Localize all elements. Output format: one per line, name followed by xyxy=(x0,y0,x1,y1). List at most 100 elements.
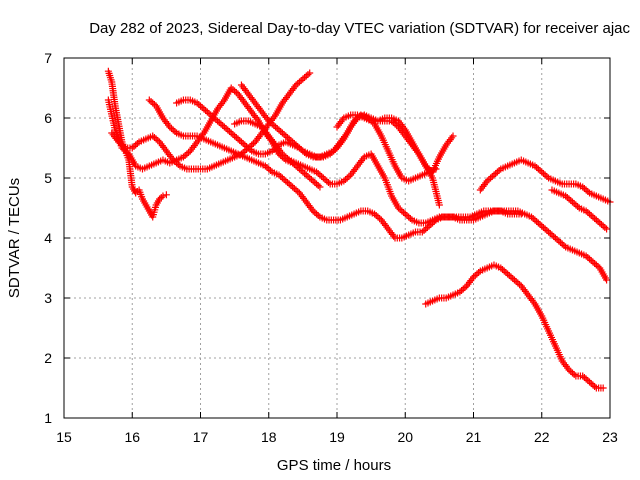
data-point xyxy=(203,108,211,116)
data-point xyxy=(318,173,326,180)
data-point xyxy=(550,233,558,240)
data-point xyxy=(591,260,599,267)
data-point xyxy=(287,182,295,189)
data-point xyxy=(555,237,563,245)
data-point xyxy=(166,123,174,131)
data-point xyxy=(528,213,536,221)
data-point xyxy=(263,164,271,171)
data-point xyxy=(539,224,547,231)
x-tick-label: 16 xyxy=(124,429,140,445)
data-point xyxy=(536,167,544,174)
data-point xyxy=(185,149,193,156)
data-point xyxy=(309,207,317,215)
data-point xyxy=(147,98,155,105)
data-point xyxy=(292,141,300,149)
data-point xyxy=(562,192,570,200)
data-point xyxy=(229,86,237,93)
series-arc-11 xyxy=(548,186,611,233)
data-point xyxy=(297,77,305,84)
data-point xyxy=(171,158,179,165)
data-point xyxy=(120,143,128,150)
data-point xyxy=(420,227,428,234)
data-point xyxy=(587,380,595,387)
data-point xyxy=(589,381,597,389)
data-point xyxy=(171,128,179,135)
data-point xyxy=(265,117,273,125)
data-point xyxy=(239,140,247,147)
data-point xyxy=(272,123,280,131)
data-point xyxy=(214,117,222,125)
data-point xyxy=(285,135,293,143)
data-point xyxy=(268,147,276,155)
data-point xyxy=(212,116,220,123)
plot-area xyxy=(104,67,614,392)
data-point xyxy=(299,168,307,176)
data-point xyxy=(205,110,213,117)
data-point xyxy=(500,267,508,275)
data-point xyxy=(323,177,331,185)
data-point xyxy=(118,141,126,149)
data-point xyxy=(345,173,353,180)
data-point xyxy=(423,164,431,171)
data-point xyxy=(174,161,182,168)
data-point xyxy=(294,143,302,150)
data-point xyxy=(499,266,507,273)
data-point xyxy=(227,129,235,137)
data-point xyxy=(294,80,302,87)
data-point xyxy=(314,212,322,219)
data-point xyxy=(294,188,302,195)
data-point xyxy=(224,126,232,134)
data-point xyxy=(289,138,297,146)
data-point xyxy=(270,122,278,129)
data-point xyxy=(584,254,592,261)
data-point xyxy=(280,176,288,183)
data-point xyxy=(572,201,580,209)
data-point xyxy=(314,170,322,177)
data-point xyxy=(280,131,288,138)
data-point xyxy=(292,186,300,194)
data-point xyxy=(492,170,500,177)
series-arc-8 xyxy=(333,111,457,176)
x-axis-title: GPS time / hours xyxy=(277,457,391,474)
data-point xyxy=(207,111,215,119)
data-point xyxy=(517,210,525,218)
data-point xyxy=(516,281,524,288)
data-point xyxy=(284,155,292,162)
plot-frame xyxy=(63,57,611,419)
data-point xyxy=(232,134,240,141)
data-point xyxy=(227,84,235,92)
y-tick-label: 1 xyxy=(44,410,52,426)
series-arc-10 xyxy=(476,156,614,206)
data-point xyxy=(470,273,477,281)
data-point xyxy=(328,149,336,156)
data-point xyxy=(505,272,513,279)
data-point xyxy=(568,198,576,206)
data-point xyxy=(301,170,309,177)
data-point xyxy=(584,188,592,195)
data-point xyxy=(295,78,303,86)
data-point xyxy=(244,144,252,152)
data-point xyxy=(309,177,317,185)
data-point xyxy=(210,114,218,122)
data-point xyxy=(536,221,544,228)
data-point xyxy=(529,215,537,222)
data-point xyxy=(149,132,157,140)
data-point xyxy=(282,132,290,140)
data-point xyxy=(497,264,505,272)
data-point xyxy=(586,378,594,386)
y-tick-label: 3 xyxy=(44,290,52,306)
data-point xyxy=(510,276,518,284)
y-tick-label: 6 xyxy=(44,110,52,126)
data-point xyxy=(507,273,515,281)
data-point xyxy=(331,146,339,153)
data-point xyxy=(580,374,588,381)
data-point xyxy=(376,215,384,222)
data-point xyxy=(285,180,293,188)
data-point xyxy=(261,162,269,170)
data-point xyxy=(509,275,517,282)
data-point xyxy=(316,183,324,191)
x-tick-label: 17 xyxy=(193,429,209,445)
data-point xyxy=(502,269,510,276)
data-point xyxy=(591,215,599,222)
